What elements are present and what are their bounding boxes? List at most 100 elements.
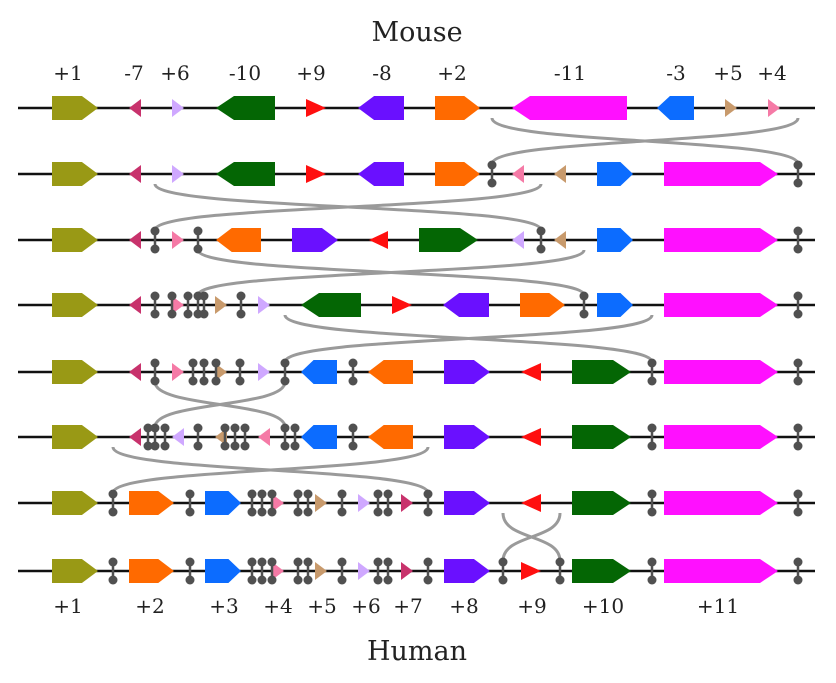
telomere-cap (150, 376, 160, 386)
telomere-marker (240, 423, 250, 451)
gene-block-1 (52, 491, 98, 515)
gene-block-9 (521, 494, 541, 512)
telomere-marker (383, 489, 393, 517)
telomere-marker (337, 557, 347, 585)
telomere-cap (257, 575, 267, 585)
gene-block-6 (172, 165, 184, 183)
genome-row-5 (18, 358, 815, 386)
telomere-cap (647, 557, 657, 567)
telomere-cap (793, 441, 803, 451)
telomere-cap (793, 178, 803, 188)
human-order-1: +1 (53, 594, 82, 618)
telomere-cap (423, 489, 433, 499)
gene-block-2 (129, 491, 174, 515)
gene-block-11 (664, 162, 778, 186)
gene-block-7 (129, 296, 141, 314)
gene-block-6 (172, 99, 184, 117)
telomere-cap (383, 557, 393, 567)
gene-block-11 (664, 228, 778, 252)
human-order-11: +11 (697, 594, 739, 618)
gene-block-10 (216, 162, 275, 186)
telomere-cap (280, 358, 290, 368)
telomere-marker (793, 489, 803, 517)
telomere-cap (290, 441, 300, 451)
telomere-marker (108, 489, 118, 517)
telomere-cap (108, 489, 118, 499)
telomere-cap (193, 423, 203, 433)
gene-block-10 (301, 293, 361, 317)
arc-strand (283, 314, 654, 363)
telomere-cap (793, 376, 803, 386)
telomere-cap (240, 441, 250, 451)
telomere-marker (373, 489, 383, 517)
arc-strand (153, 381, 287, 428)
telomere-cap (793, 423, 803, 433)
telomere-marker (185, 489, 195, 517)
gene-block-3 (301, 360, 337, 384)
gene-block-4 (172, 296, 184, 314)
reversal-arc-7 (501, 512, 562, 562)
telomere-marker (337, 489, 347, 517)
telomere-cap (293, 557, 303, 567)
telomere-cap (337, 507, 347, 517)
gene-block-5 (215, 363, 227, 381)
gene-block-5 (554, 231, 566, 249)
telomere-cap (143, 441, 153, 451)
gene-block-4 (768, 99, 780, 117)
telomere-cap (423, 557, 433, 567)
telomere-cap (647, 423, 657, 433)
telomere-cap (236, 291, 246, 301)
telomere-cap (230, 423, 240, 433)
telomere-cap (193, 441, 203, 451)
telomere-marker (293, 557, 303, 585)
telomere-marker (143, 423, 153, 451)
telomere-cap (220, 441, 230, 451)
telomere-cap (280, 441, 290, 451)
telomere-marker (160, 423, 170, 451)
gene-block-6 (358, 494, 370, 512)
mouse-order-10: +5 (713, 61, 742, 85)
telomere-marker (647, 423, 657, 451)
mouse-order-8: -11 (554, 61, 586, 85)
telomere-cap (293, 575, 303, 585)
telomere-marker (423, 557, 433, 585)
telomere-marker (383, 557, 393, 585)
telomere-cap (230, 441, 240, 451)
gene-block-7 (401, 494, 413, 512)
telomere-marker (108, 557, 118, 585)
gene-block-5 (725, 99, 737, 117)
telomere-marker (793, 291, 803, 319)
telomere-cap (150, 291, 160, 301)
telomere-cap (247, 557, 257, 567)
telomere-marker (267, 557, 277, 585)
mouse-order-6: -8 (372, 61, 391, 85)
gene-block-9 (521, 428, 541, 446)
telomere-cap (183, 291, 193, 301)
mouse-order-3: +6 (160, 61, 189, 85)
gene-block-9 (306, 99, 326, 117)
gene-block-7 (129, 231, 141, 249)
telomere-cap (793, 226, 803, 236)
telomere-cap (293, 507, 303, 517)
reversal-arc-6 (111, 446, 430, 494)
gene-block-8 (292, 228, 338, 252)
gene-block-4 (512, 165, 524, 183)
telomere-cap (647, 441, 657, 451)
gene-block-7 (129, 363, 141, 381)
gene-block-2 (216, 228, 261, 252)
telomere-marker (193, 226, 203, 254)
telomere-cap (579, 291, 589, 301)
telomere-cap (193, 226, 203, 236)
reversal-arc-5 (153, 381, 287, 428)
telomere-marker (280, 358, 290, 386)
gene-block-6 (258, 363, 270, 381)
telomere-cap (303, 489, 313, 499)
gene-block-5 (315, 562, 327, 580)
telomere-cap (267, 507, 277, 517)
telomere-cap (193, 244, 203, 254)
telomere-cap (348, 423, 358, 433)
gene-block-2 (368, 360, 413, 384)
telomere-cap (247, 575, 257, 585)
gene-block-6 (358, 562, 370, 580)
telomere-marker (647, 557, 657, 585)
